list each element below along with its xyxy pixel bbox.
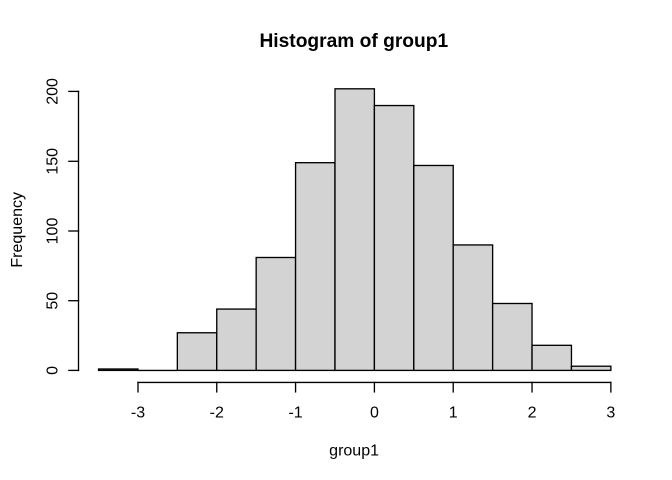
svg-text:200: 200: [44, 78, 61, 105]
svg-text:Histogram of group1: Histogram of group1: [259, 31, 448, 52]
svg-text:150: 150: [44, 148, 61, 175]
svg-text:group1: group1: [329, 443, 379, 460]
svg-text:-2: -2: [210, 404, 224, 421]
svg-text:Frequency: Frequency: [9, 192, 26, 268]
svg-text:50: 50: [44, 292, 61, 310]
svg-text:100: 100: [44, 218, 61, 245]
svg-text:2: 2: [528, 404, 537, 421]
svg-text:1: 1: [449, 404, 458, 421]
svg-text:3: 3: [606, 404, 615, 421]
svg-text:-3: -3: [131, 404, 145, 421]
svg-text:-1: -1: [288, 404, 302, 421]
svg-text:0: 0: [370, 404, 379, 421]
svg-text:0: 0: [44, 366, 61, 375]
